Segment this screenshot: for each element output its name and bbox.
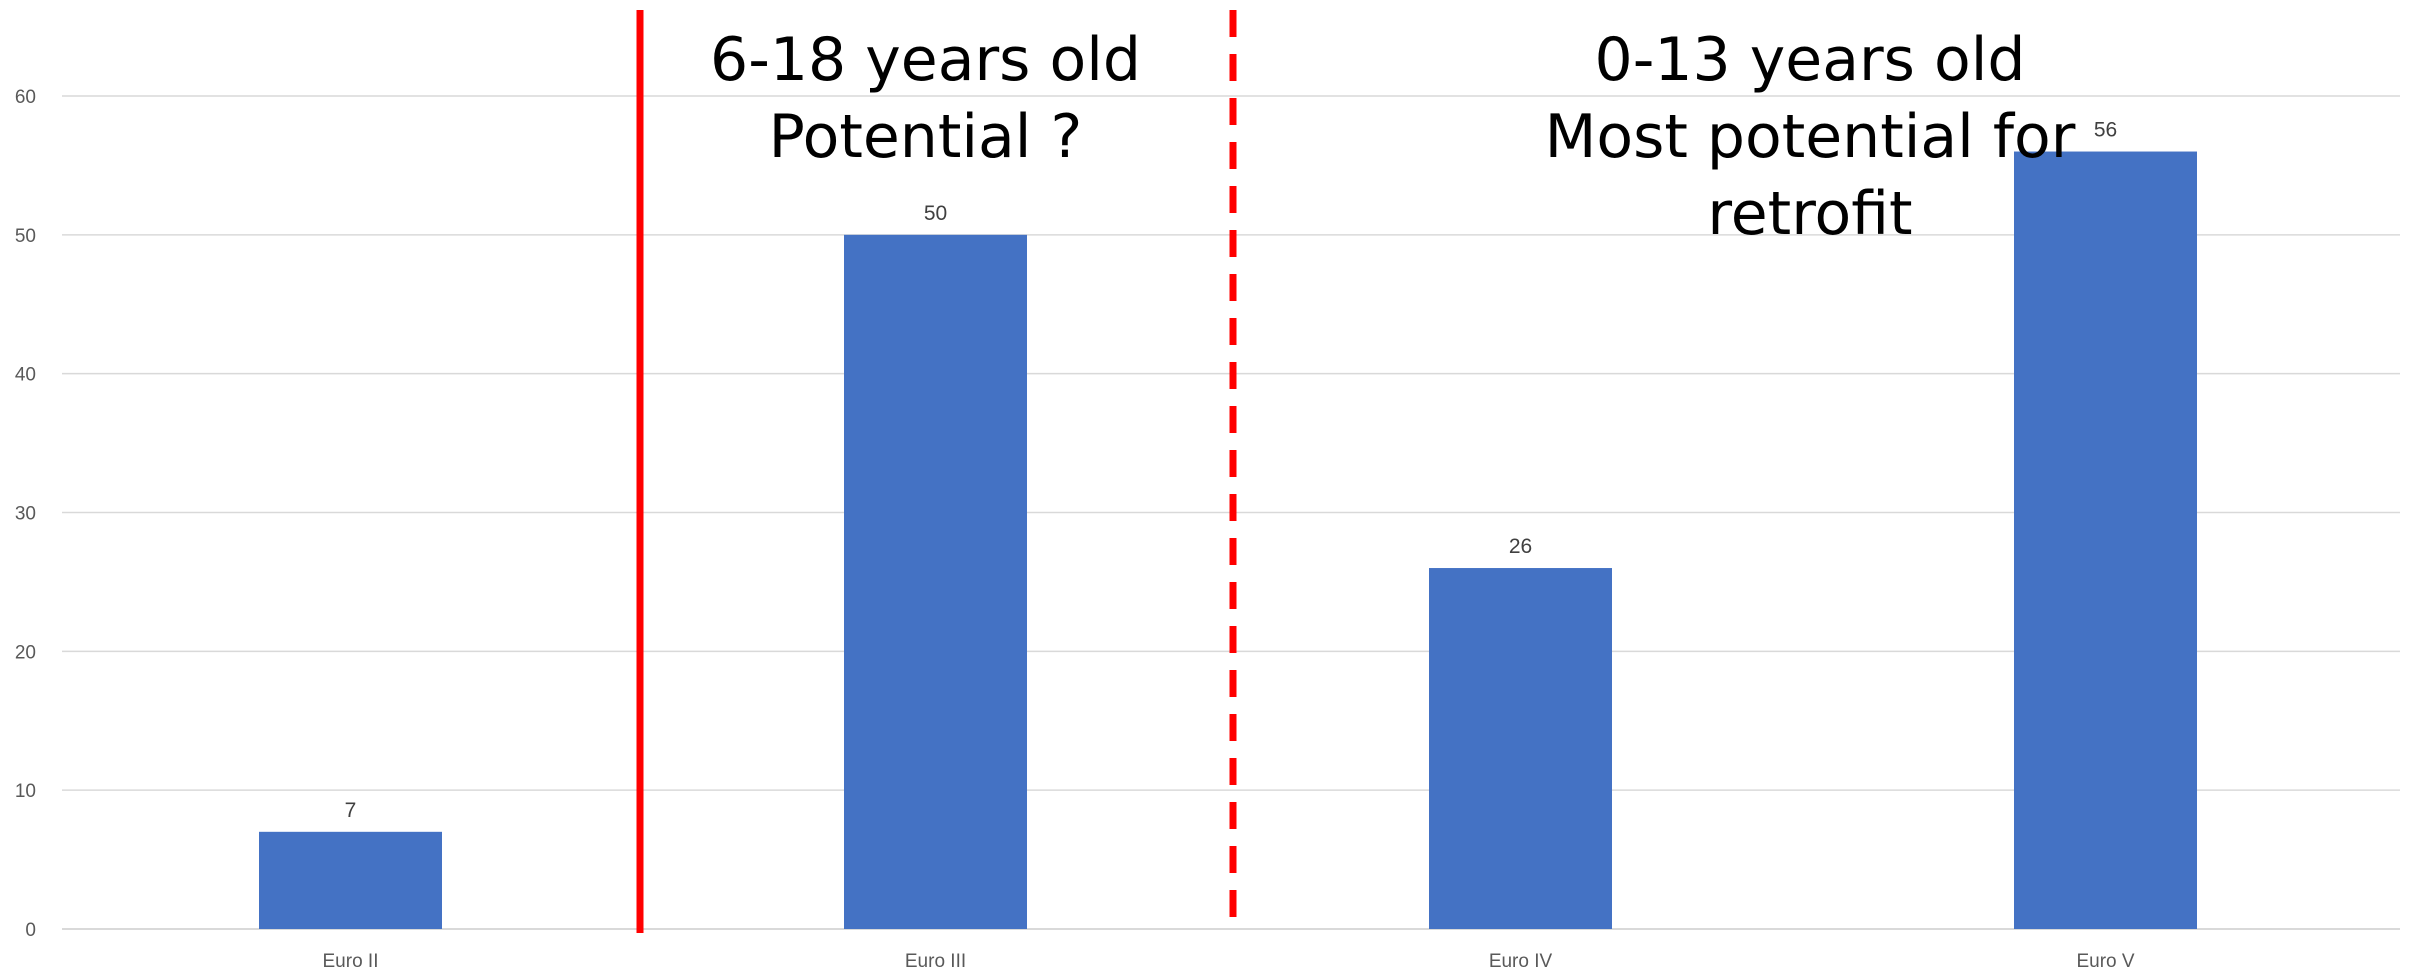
x-tick-label: Euro IV (1489, 951, 1553, 970)
annotation-line: Most potential for (1545, 102, 2076, 172)
y-tick-label: 30 (15, 504, 36, 525)
bar (259, 831, 442, 929)
x-tick-label: Euro II (323, 951, 379, 970)
data-label: 7 (345, 799, 357, 822)
y-tick-label: 0 (25, 920, 36, 941)
data-label: 50 (924, 202, 947, 225)
annotation-line: 0-13 years old (1595, 25, 2026, 95)
bars (259, 151, 2197, 930)
data-label: 56 (2094, 119, 2117, 142)
y-tick-label: 50 (15, 226, 36, 247)
y-tick-label: 40 (15, 365, 36, 386)
x-tick-label: Euro V (2076, 951, 2134, 970)
annotation-line: retrofit (1707, 179, 1912, 249)
bar (844, 234, 1027, 930)
y-tick-label: 10 (15, 781, 36, 802)
y-tick-label: 20 (15, 642, 36, 663)
x-axis-tick-labels: Euro II Euro III Euro IV Euro V (323, 951, 2135, 970)
divider-lines (636, 10, 1237, 933)
data-label: 26 (1509, 535, 1532, 558)
bar (1429, 568, 1612, 929)
bar (2014, 151, 2197, 930)
x-tick-label: Euro III (905, 951, 966, 970)
y-axis-tick-labels: 0 10 20 30 40 50 60 (15, 87, 36, 941)
annotation-line: Potential ? (769, 102, 1083, 172)
bar-data-labels: 7 50 26 56 (345, 119, 2118, 822)
y-tick-label: 60 (15, 87, 36, 108)
annotation-line: 6-18 years old (710, 25, 1141, 95)
